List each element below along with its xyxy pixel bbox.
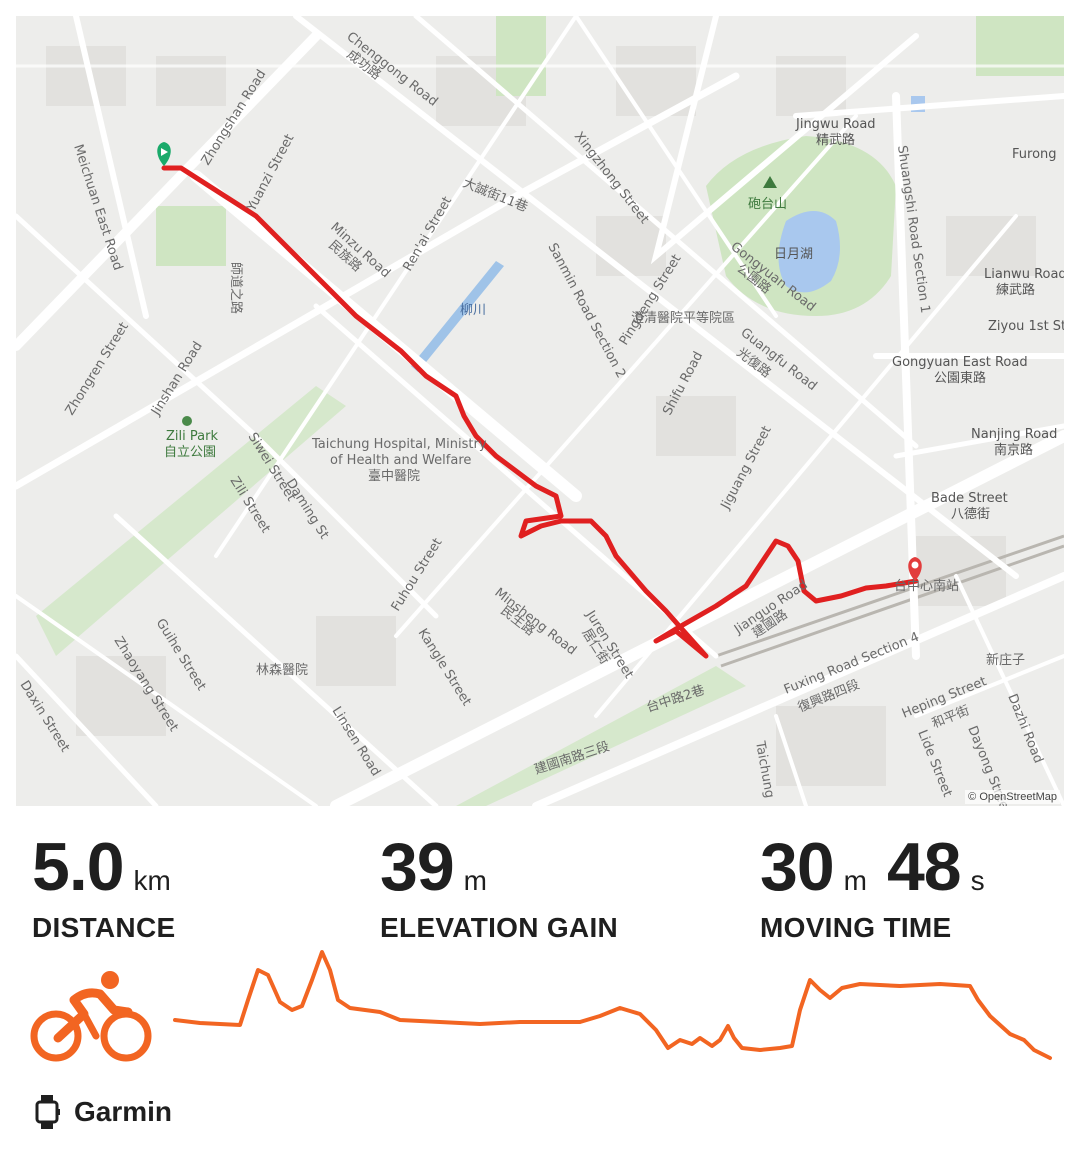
moving-time-minutes-unit: m [844, 865, 867, 897]
label-hospital-2: of Health and Welfare [330, 453, 471, 468]
label-hospital-1: Taichung Hospital, Ministry [311, 437, 487, 452]
label-ziyou1: Ziyou 1st St [988, 319, 1064, 334]
label-nanjing-zh: 南京路 [994, 442, 1033, 458]
device-info: Garmin [32, 1094, 172, 1130]
label-riyuehu: 日月湖 [774, 247, 813, 262]
moving-time-seconds: 48 [887, 828, 961, 906]
elevation-gain-unit: m [464, 865, 487, 897]
moving-time-minutes: 30 [760, 828, 834, 906]
label-shidao: 師道之路 [228, 262, 244, 314]
elevation-line [175, 952, 1050, 1058]
label-linsen-hospital: 林森醫院 [256, 663, 308, 678]
map-canvas: Chenggong Road 成功路 Jingwu Road 精武路 砲台山 日… [16, 16, 1064, 806]
label-jingwu: Jingwu Road [795, 117, 876, 132]
map-attribution[interactable]: © OpenStreetMap [965, 790, 1060, 804]
label-jingwu-zh: 精武路 [816, 132, 855, 148]
label-station: 台中心南站 [894, 578, 959, 594]
moving-time-stat: 30 m 48 s MOVING TIME [760, 828, 1005, 944]
label-paotaishan: 砲台山 [748, 197, 787, 212]
tree-icon [182, 416, 192, 426]
label-gongyuan-east-zh: 公園東路 [934, 370, 986, 386]
label-furong: Furong [1012, 147, 1057, 162]
distance-unit: km [134, 865, 171, 897]
label-zili-park-zh: 自立公園 [164, 445, 216, 460]
label-zili-park: Zili Park [166, 429, 218, 444]
elevation-section [0, 940, 1080, 1080]
label-gongyuan-east: Gongyuan East Road [892, 355, 1028, 370]
elevation-gain-stat: 39 m ELEVATION GAIN [380, 828, 618, 944]
device-name: Garmin [74, 1096, 172, 1128]
label-liuchuan: 柳川 [460, 303, 486, 318]
route-map[interactable]: Chenggong Road 成功路 Jingwu Road 精武路 砲台山 日… [16, 16, 1064, 806]
label-bade-zh: 八德街 [951, 507, 990, 522]
label-lianwu: Lianwu Road [984, 267, 1064, 282]
label-bade: Bade Street [931, 491, 1008, 506]
watch-icon [32, 1094, 62, 1130]
stats-row: 5.0 km DISTANCE 39 m ELEVATION GAIN 30 m… [0, 828, 1080, 948]
label-nanjing: Nanjing Road [971, 427, 1057, 442]
moving-time-seconds-unit: s [971, 865, 985, 897]
distance-value: 5.0 [32, 828, 124, 906]
distance-stat: 5.0 km DISTANCE [32, 828, 191, 944]
elevation-profile[interactable] [0, 940, 1080, 1080]
label-xinzhuangzi: 新庄子 [986, 652, 1025, 668]
elevation-gain-value: 39 [380, 828, 454, 906]
label-hospital-zh: 臺中醫院 [368, 469, 420, 484]
label-lianwu-zh: 練武路 [996, 282, 1035, 298]
